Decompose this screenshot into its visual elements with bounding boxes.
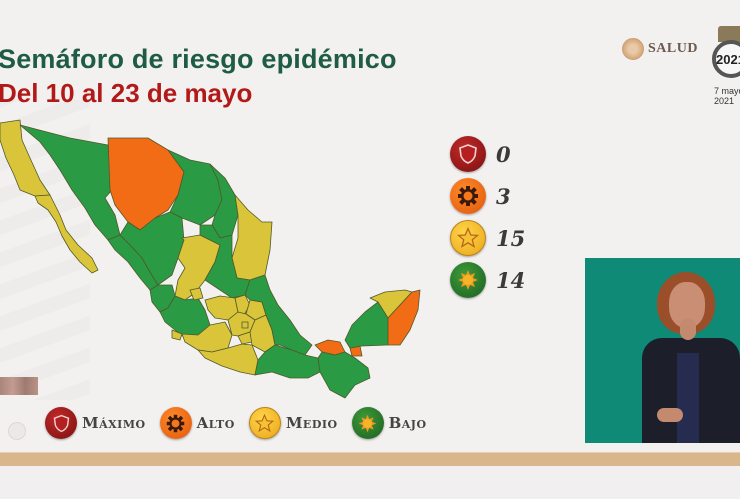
state-tamaulipas [231, 194, 273, 281]
count-medio: 15 [450, 217, 525, 259]
salud-logo: SALUD [622, 38, 698, 60]
state-chihuahua [107, 137, 185, 231]
interpreter-hand [657, 408, 683, 422]
legend-item-alto: Alto [159, 407, 235, 439]
gear-icon [159, 407, 192, 439]
sign-language-interpreter-video [585, 258, 740, 443]
legend-label: Máximo [82, 414, 146, 432]
state-aguascalientes [189, 287, 204, 301]
mexico-risk-map [0, 119, 421, 399]
eagle-seal-icon [622, 38, 644, 60]
interpreter-shirt [677, 353, 699, 443]
sun-icon [351, 407, 384, 439]
seal-watermark-icon [8, 422, 26, 440]
interpreter-hand [680, 318, 696, 340]
page-title: Semáforo de riesgo epidémico [0, 44, 397, 74]
page-subtitle: Del 10 al 23 de mayo [0, 78, 253, 108]
bottom-area [0, 466, 740, 499]
shield-icon [45, 407, 77, 439]
legend-item-medio: Medio [248, 407, 338, 439]
star-icon [450, 220, 486, 256]
date-line-2: 2021 [714, 96, 735, 106]
state-jalisco [159, 295, 211, 339]
count-maximo: 0 [450, 133, 525, 175]
star-icon [248, 407, 281, 439]
bottom-band [0, 452, 740, 466]
count-maximo-value: 0 [496, 141, 511, 167]
state-baja-california-sur [34, 194, 99, 274]
date-line-1: 7 mayo [714, 86, 740, 96]
count-alto-value: 3 [496, 183, 511, 209]
state-tabasco [314, 339, 346, 356]
state-chiapas [317, 351, 371, 399]
state-campeche [344, 301, 389, 349]
state-durango [119, 211, 185, 286]
legend-label: Alto [196, 414, 235, 432]
state-michoacan [181, 321, 233, 353]
count-bajo: 14 [450, 259, 525, 301]
people-photo-strip [0, 377, 38, 395]
count-alto: 3 [450, 175, 525, 217]
badge-year: 2021 [716, 52, 740, 67]
salud-logo-text: SALUD [648, 41, 698, 56]
shield-icon [450, 136, 486, 172]
building-icon [718, 26, 740, 42]
slide: Semáforo de riesgo epidémico Del 10 al 2… [0, 22, 740, 443]
sun-icon [450, 262, 486, 298]
anniversary-badge: 2021 [710, 22, 740, 80]
state-cdmx [241, 321, 249, 329]
legend: Máximo Alto Medio Bajo [45, 407, 441, 439]
legend-label: Bajo [388, 414, 427, 432]
count-bajo-value: 14 [496, 267, 526, 293]
state-colima [171, 329, 183, 341]
badge-ring [712, 40, 740, 78]
risk-counts: 0 3 15 14 [450, 133, 525, 301]
legend-item-bajo: Bajo [351, 407, 427, 439]
state-coahuila [167, 149, 223, 226]
count-medio-value: 15 [496, 225, 526, 251]
state-quintana-roo [387, 289, 421, 346]
date-label: 7 mayo 2021 [714, 86, 740, 106]
gear-icon [450, 178, 486, 214]
legend-label: Medio [285, 414, 338, 432]
legend-item-maximo: Máximo [45, 407, 146, 439]
